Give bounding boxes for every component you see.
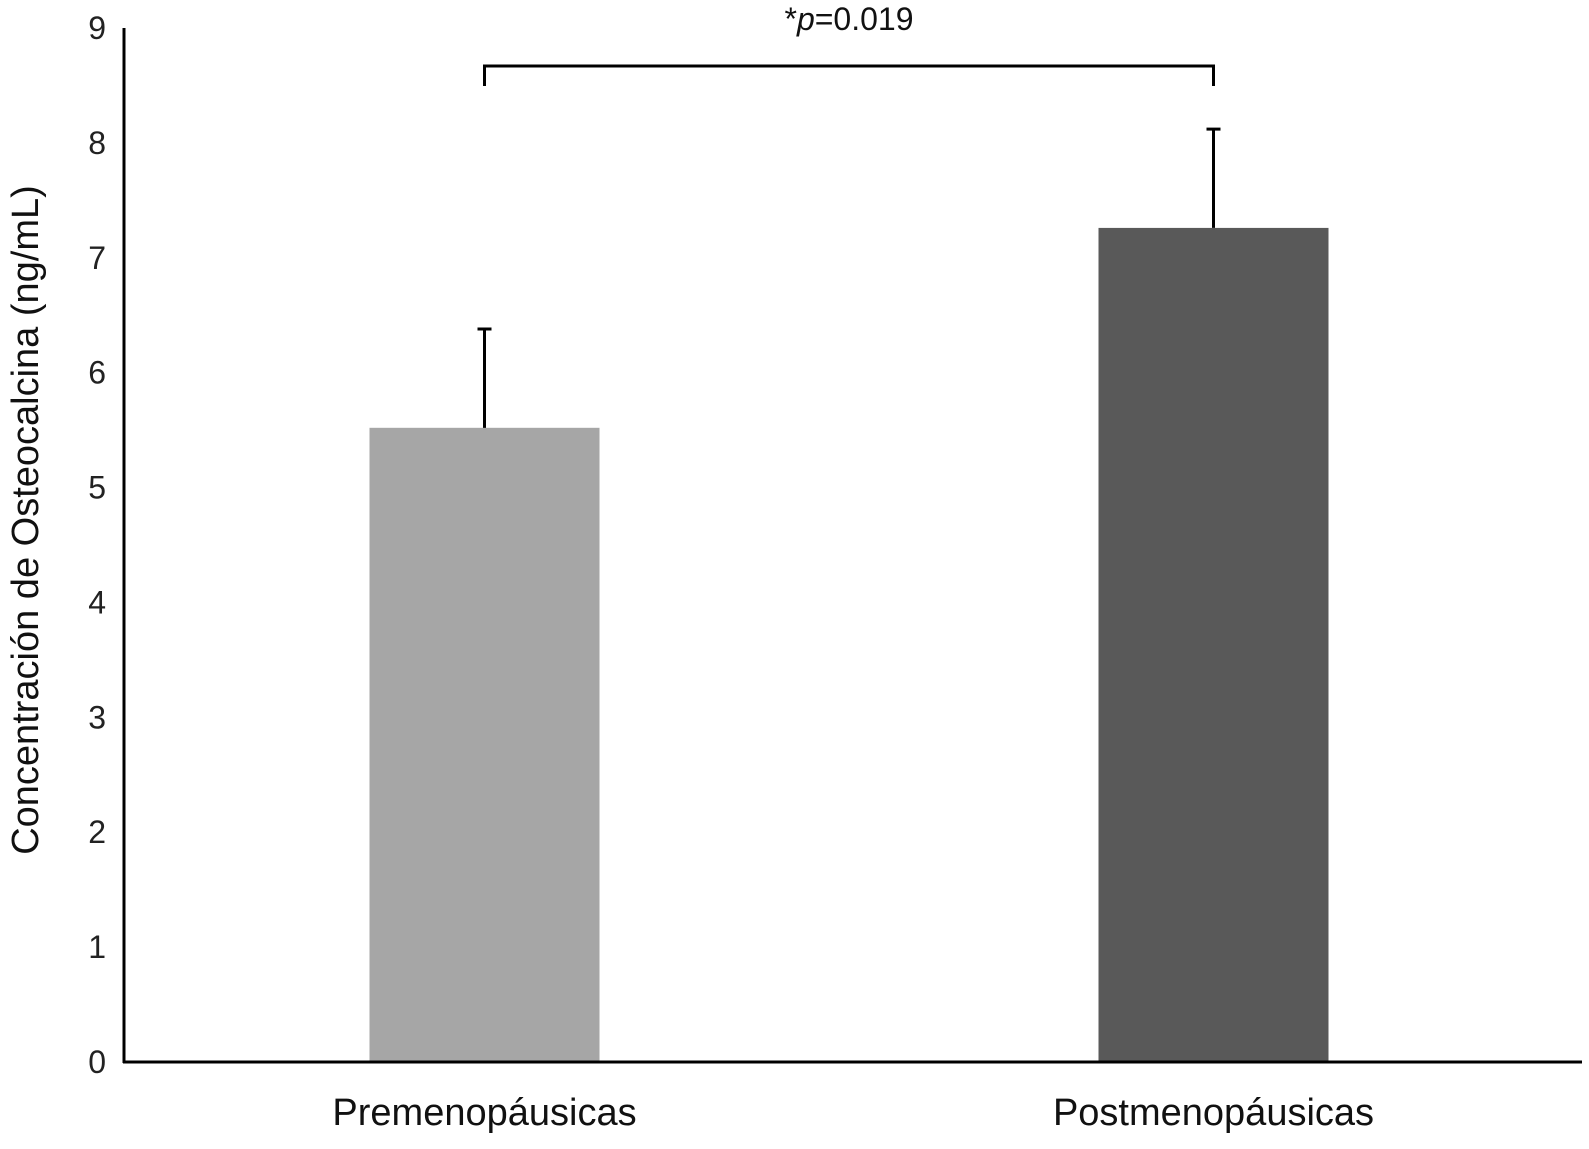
y-tick-label: 3	[88, 699, 106, 735]
y-tick-label: 8	[88, 125, 106, 161]
significance-annotation: *p=0.019	[784, 1, 913, 37]
p-value-symbol: p	[796, 1, 815, 37]
x-tick-label: Premenopáusicas	[332, 1092, 636, 1134]
bar	[1098, 227, 1329, 1062]
p-value-text: =0.019	[815, 1, 914, 37]
bar	[369, 427, 600, 1062]
y-tick-label: 1	[88, 929, 106, 965]
y-tick-label: 0	[88, 1044, 106, 1080]
y-tick-label: 5	[88, 470, 106, 506]
y-tick-label: 6	[88, 355, 106, 391]
y-axis-title: Concentración de Osteocalcina (ng/mL)	[5, 185, 47, 855]
y-tick-label: 9	[88, 10, 106, 46]
y-tick-label: 2	[88, 814, 106, 850]
y-tick-label: 7	[88, 240, 106, 276]
y-tick-label: 4	[88, 584, 106, 620]
p-value-star: *	[784, 1, 796, 37]
significance-bracket	[483, 64, 1215, 86]
x-tick-label: Postmenopáusicas	[1053, 1092, 1374, 1134]
p-value-label: *p=0.019	[784, 1, 913, 37]
